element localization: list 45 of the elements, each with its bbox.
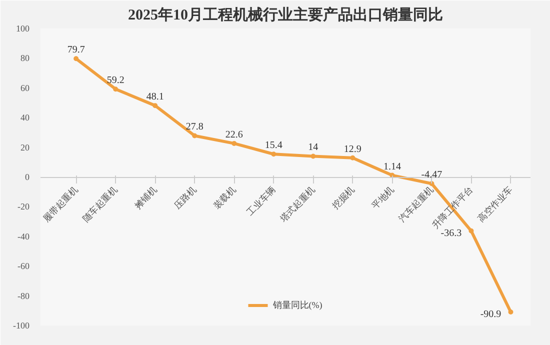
point [192,133,198,138]
x-tick-label: 履带起重机 [41,184,80,224]
point [74,56,79,62]
x-tick-label: 随车起重机 [80,184,120,224]
y-tick-label: 100 [16,24,30,34]
data-label: -36.3 [440,228,462,239]
x-tick-label: 塔式起重机 [278,184,317,224]
x-tick-label: 挖掘机 [330,184,356,211]
data-label: 27.8 [186,122,204,133]
x-tick-label: 平地机 [370,184,396,211]
data-label: -4.47 [421,170,442,181]
y-tick-label: -20 [18,202,30,212]
point [271,152,276,157]
y-tick-label: -80 [18,290,30,301]
point [508,309,514,314]
x-tick-label: 装载机 [212,184,238,211]
y-tick-label: 0 [25,172,30,182]
data-label: 22.6 [225,129,243,140]
x-tick-label: 高空作业车 [476,184,514,224]
x-tick-label: 摊铺机 [132,184,159,211]
point [113,86,118,92]
point [152,103,158,108]
data-label: 15.4 [264,140,282,152]
point [468,228,474,234]
point [232,140,237,146]
y-tick-label: 80 [20,53,30,64]
data-label: 48.1 [146,92,164,103]
x-tick-label: 压路机 [172,184,198,211]
y-tick-label: 60 [20,82,30,93]
data-label: 14 [308,142,318,154]
chart-title: 2025年10月工程机械行业主要产品出口销量同比 [128,6,443,24]
legend-label: 销量同比(%) [272,298,322,312]
y-tick-label: -100 [13,320,30,330]
data-label: -90.9 [480,308,502,320]
y-tick-label: 20 [20,142,30,152]
point [350,155,356,160]
data-label: 79.7 [67,44,85,56]
data-label: 59.2 [106,75,124,86]
y-tick-label: -40 [18,231,30,242]
y-tick-label: 40 [20,112,30,123]
y-tick-label: -60 [18,261,30,272]
data-label: 12.9 [344,144,362,155]
point [310,154,316,159]
x-tick-label: 工业车辆 [244,184,278,218]
data-label: 1.14 [383,161,401,172]
